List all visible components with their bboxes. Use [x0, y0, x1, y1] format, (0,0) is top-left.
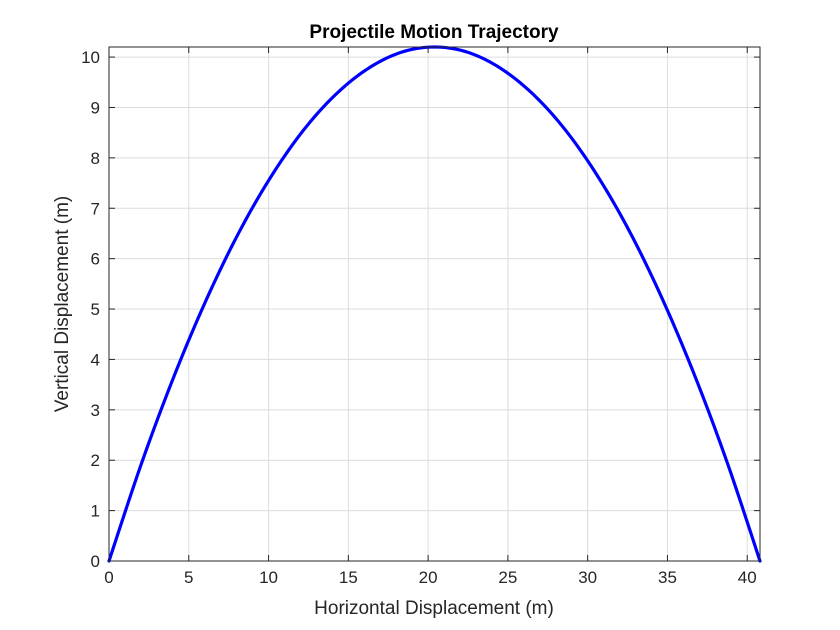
- x-tick-label: 10: [259, 568, 278, 587]
- y-tick-label: 8: [91, 149, 100, 168]
- y-axis-label: Vertical Displacement (m): [52, 196, 73, 412]
- plot-marks: [107, 45, 762, 563]
- axes-box: [108, 46, 761, 562]
- y-tick-label: 9: [91, 98, 100, 117]
- y-tick-label: 3: [91, 401, 100, 420]
- y-tick-labels: 0 1 2 3 4 5 6 7 8 9 10: [81, 48, 100, 571]
- x-tick-label: 0: [104, 568, 113, 587]
- x-tick-label: 20: [419, 568, 438, 587]
- x-tick-label: 15: [339, 568, 358, 587]
- y-tick-label: 10: [81, 48, 100, 67]
- y-tick-label: 6: [91, 250, 100, 269]
- tick-marks: [108, 47, 760, 562]
- y-tick-label: 5: [91, 300, 100, 319]
- x-tick-label: 30: [578, 568, 597, 587]
- y-tick-label: 2: [91, 451, 100, 470]
- trajectory-line: [107, 45, 762, 563]
- chart-title: Projectile Motion Trajectory: [309, 22, 559, 43]
- y-tick-label: 1: [91, 502, 100, 521]
- x-tick-labels: 0 5 10 15 20 25 30 35 40: [104, 568, 756, 587]
- x-tick-label: 40: [738, 568, 757, 587]
- x-axis-label: Horizontal Displacement (m): [314, 598, 554, 619]
- x-tick-label: 5: [184, 568, 193, 587]
- y-tick-label: 7: [91, 199, 100, 218]
- y-tick-label: 0: [91, 552, 100, 571]
- grid-lines: [108, 47, 760, 562]
- x-tick-label: 35: [658, 568, 677, 587]
- y-tick-label: 4: [91, 350, 100, 369]
- x-tick-label: 25: [498, 568, 517, 587]
